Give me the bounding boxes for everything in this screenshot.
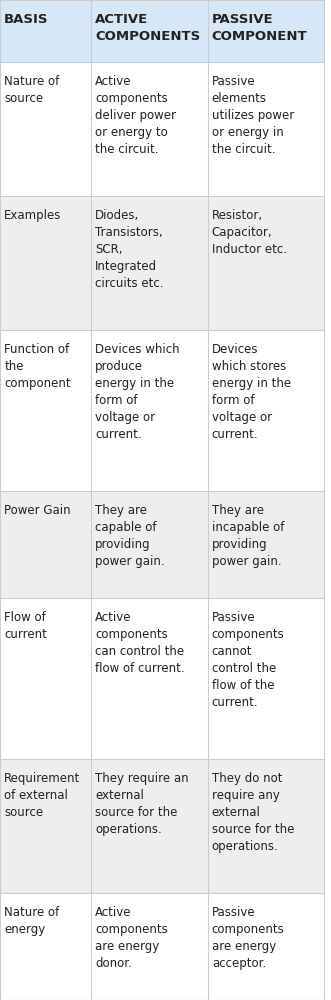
Bar <box>91 62 208 196</box>
Text: Passive
elements
utilizes power
or energy in
the circuit.: Passive elements utilizes power or energ… <box>212 75 294 156</box>
Text: They are
incapable of
providing
power gain.: They are incapable of providing power ga… <box>212 504 284 568</box>
Text: Nature of
source: Nature of source <box>4 75 60 105</box>
Bar <box>91 759 208 893</box>
Bar <box>208 759 324 893</box>
Bar <box>0 491 91 598</box>
Text: Devices
which stores
energy in the
form of
voltage or
current.: Devices which stores energy in the form … <box>212 343 291 441</box>
Text: Devices which
produce
energy in the
form of
voltage or
current.: Devices which produce energy in the form… <box>95 343 180 441</box>
Text: Examples: Examples <box>4 209 62 222</box>
Bar <box>0 893 91 1000</box>
Bar <box>208 491 324 598</box>
Text: They require an
external
source for the
operations.: They require an external source for the … <box>95 772 189 836</box>
Bar <box>0 0 91 62</box>
Bar <box>208 598 324 759</box>
Text: Active
components
deliver power
or energy to
the circuit.: Active components deliver power or energ… <box>95 75 176 156</box>
Bar <box>208 196 324 330</box>
Text: Passive
components
cannot
control the
flow of the
current.: Passive components cannot control the fl… <box>212 611 285 709</box>
Text: Passive
components
are energy
acceptor.: Passive components are energy acceptor. <box>212 906 285 970</box>
Text: Resistor,
Capacitor,
Inductor etc.: Resistor, Capacitor, Inductor etc. <box>212 209 287 256</box>
Bar <box>91 330 208 491</box>
Bar <box>0 196 91 330</box>
Text: Requirement
of external
source: Requirement of external source <box>4 772 80 819</box>
Text: They are
capable of
providing
power gain.: They are capable of providing power gain… <box>95 504 165 568</box>
Bar <box>91 196 208 330</box>
Bar <box>208 330 324 491</box>
Text: ACTIVE
COMPONENTS: ACTIVE COMPONENTS <box>95 13 200 43</box>
Text: Power Gain: Power Gain <box>4 504 71 517</box>
Bar <box>0 62 91 196</box>
Text: Diodes,
Transistors,
SCR,
Integrated
circuits etc.: Diodes, Transistors, SCR, Integrated cir… <box>95 209 164 290</box>
Text: Nature of
energy: Nature of energy <box>4 906 60 936</box>
Bar <box>208 893 324 1000</box>
Text: Active
components
are energy
donor.: Active components are energy donor. <box>95 906 168 970</box>
Bar <box>91 893 208 1000</box>
Bar <box>0 330 91 491</box>
Bar <box>91 491 208 598</box>
Text: Flow of
current: Flow of current <box>4 611 47 641</box>
Bar <box>0 759 91 893</box>
Bar <box>91 598 208 759</box>
Text: Function of
the
component: Function of the component <box>4 343 71 390</box>
Bar <box>0 598 91 759</box>
Text: They do not
require any
external
source for the
operations.: They do not require any external source … <box>212 772 294 853</box>
Bar <box>91 0 208 62</box>
Text: PASSIVE
COMPONENT: PASSIVE COMPONENT <box>212 13 307 43</box>
Bar <box>208 0 324 62</box>
Bar <box>208 62 324 196</box>
Text: BASIS: BASIS <box>4 13 49 26</box>
Text: Active
components
can control the
flow of current.: Active components can control the flow o… <box>95 611 185 675</box>
